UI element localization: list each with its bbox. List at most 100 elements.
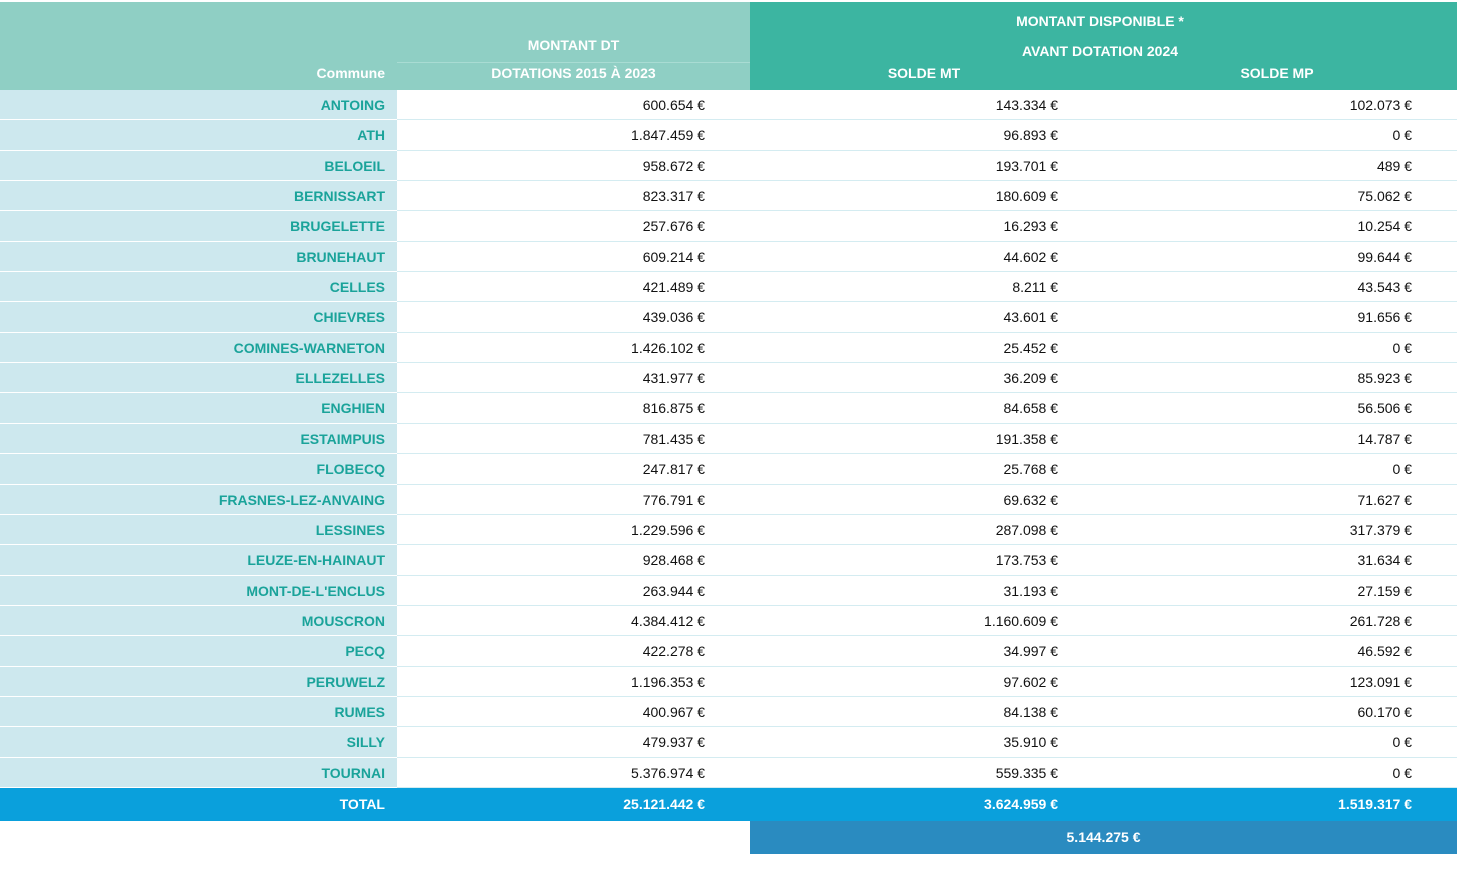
header-disponible: MONTANT DISPONIBLE * [1016, 13, 1184, 29]
solde-mt: 287.098 € [995, 521, 1058, 538]
montant-dt: 958.672 € [642, 157, 705, 174]
commune: BELOEIL [324, 157, 385, 174]
montant-dt: 781.435 € [642, 430, 705, 447]
commune: ANTOING [320, 97, 385, 113]
row-bg-commune [0, 241, 397, 273]
total-solde-mp: 1.519.317 € [1338, 796, 1412, 812]
total-bg [0, 788, 1457, 821]
row-bg [397, 454, 1457, 485]
solde-mt: 191.358 € [995, 430, 1058, 447]
montant-dt: 1.426.102 € [631, 339, 705, 356]
row-bg-commune [0, 575, 397, 606]
solde-mp: 71.627 € [1357, 491, 1413, 508]
solde-mt: 8.211 € [1012, 279, 1058, 296]
solde-mp: 31.634 € [1357, 552, 1413, 569]
row-bg [397, 758, 1457, 788]
commune: COMINES-WARNETON [233, 339, 385, 356]
solde-mp: 102.073 € [1349, 97, 1412, 113]
commune: ELLEZELLES [295, 370, 385, 387]
montant-dt: 431.977 € [642, 370, 705, 387]
row-bg [397, 242, 1457, 273]
commune: MONT-DE-L'ENCLUS [246, 582, 385, 599]
row-bg-commune [0, 454, 397, 485]
solde-mt: 69.632 € [1003, 491, 1059, 508]
montant-dt: 928.468 € [642, 552, 705, 569]
montant-dt: 5.376.974 € [631, 764, 705, 781]
solde-mp: 0 € [1392, 127, 1412, 144]
montant-dt: 439.036 € [642, 309, 705, 326]
row-bg [397, 515, 1457, 546]
grand-total: 5.144.275 € [1066, 829, 1141, 845]
solde-mt: 35.910 € [1003, 734, 1059, 751]
header-divider [397, 62, 750, 63]
header-disponible-sub: AVANT DOTATION 2024 [1021, 43, 1179, 59]
row-bg-commune [0, 363, 397, 394]
row-bg [397, 393, 1457, 424]
commune: ATH [357, 127, 385, 144]
solde-mt: 16.293 € [1003, 218, 1059, 235]
montant-dt: 421.489 € [642, 279, 705, 296]
row-bg-commune [0, 423, 397, 455]
montant-dt: 823.317 € [642, 188, 705, 205]
row-bg-commune [0, 90, 397, 121]
row-bg [397, 90, 1457, 121]
solde-mt: 1.160.609 € [984, 612, 1058, 629]
solde-mt: 84.658 € [1003, 400, 1059, 417]
solde-mp: 99.644 € [1357, 248, 1413, 265]
row-bg [397, 211, 1457, 242]
commune: BERNISSART [293, 188, 385, 205]
header-commune: Commune [316, 65, 385, 81]
row-bg [397, 576, 1457, 606]
solde-mt: 84.138 € [1003, 703, 1059, 720]
solde-mp: 0 € [1392, 734, 1412, 751]
montant-dt: 479.937 € [642, 734, 705, 751]
row-bg [397, 727, 1457, 758]
commune: RUMES [334, 703, 385, 720]
solde-mt: 143.334 € [995, 97, 1058, 113]
montant-dt: 1.847.459 € [631, 127, 705, 144]
header-dt-sub: DOTATIONS 2015 À 2023 [491, 65, 656, 81]
row-bg-commune [0, 605, 397, 637]
row-bg-commune [0, 757, 397, 788]
solde-mp: 14.787 € [1357, 430, 1413, 447]
solde-mt: 25.452 € [1003, 339, 1059, 356]
header-dt: MONTANT DT [527, 37, 620, 53]
solde-mp: 85.923 € [1357, 370, 1413, 387]
solde-mp: 60.170 € [1357, 703, 1413, 720]
solde-mt: 31.193 € [1003, 582, 1059, 599]
row-bg-commune [0, 272, 397, 303]
solde-mp: 27.159 € [1357, 582, 1413, 599]
montant-dt: 4.384.412 € [631, 612, 705, 629]
commune: PECQ [345, 643, 385, 660]
montant-dt: 247.817 € [642, 461, 705, 478]
row-bg-commune [0, 302, 397, 333]
montant-dt: 257.676 € [642, 218, 705, 235]
solde-mt: 173.753 € [995, 552, 1058, 569]
row-bg [397, 120, 1457, 151]
row-bg-commune [0, 727, 397, 758]
row-bg-commune [0, 211, 397, 242]
total-montant-dt: 25.121.442 € [623, 796, 705, 812]
solde-mt: 193.701 € [995, 157, 1058, 174]
solde-mp: 43.543 € [1357, 279, 1413, 296]
total-solde-mt: 3.624.959 € [984, 796, 1058, 812]
solde-mp: 10.254 € [1357, 218, 1413, 235]
row-bg [397, 485, 1457, 515]
row-bg-commune [0, 636, 397, 667]
row-bg [397, 302, 1457, 333]
solde-mt: 36.209 € [1003, 370, 1059, 387]
commune: TOURNAI [321, 764, 385, 781]
row-bg [397, 424, 1457, 455]
commune: LEUZE-EN-HAINAUT [247, 552, 385, 569]
commune: FRASNES-LEZ-ANVAING [218, 491, 385, 508]
solde-mt: 180.609 € [995, 188, 1058, 205]
row-bg [397, 606, 1457, 637]
commune: BRUNEHAUT [296, 248, 385, 265]
montant-dt: 600.654 € [642, 97, 705, 113]
solde-mp: 261.728 € [1349, 612, 1412, 629]
commune: BRUGELETTE [290, 218, 385, 235]
solde-mt: 25.768 € [1003, 461, 1059, 478]
solde-mp: 75.062 € [1357, 188, 1413, 205]
montant-dt: 263.944 € [642, 582, 705, 599]
